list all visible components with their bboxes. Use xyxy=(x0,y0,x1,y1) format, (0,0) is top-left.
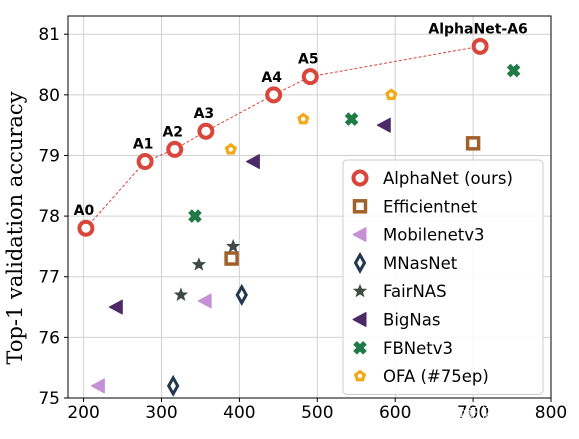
y-tick-label: 75 xyxy=(38,389,60,409)
legend-item: FBNetv3 xyxy=(353,339,453,358)
point-label: A3 xyxy=(194,106,215,122)
legend-marker xyxy=(353,369,367,382)
x-axis-ticks: 200 300 400 500 600 700 800 xyxy=(67,398,567,423)
legend-label: Efficientnet xyxy=(383,197,478,216)
legend-item: MNasNet xyxy=(353,251,458,274)
alphanet-ours-point xyxy=(471,37,489,55)
y-axis-ticks: 75 76 77 78 79 80 81 xyxy=(38,25,68,409)
legend-item: FairNAS xyxy=(352,282,447,301)
legend-label: FairNAS xyxy=(383,282,447,301)
alphanet-ours-point xyxy=(136,153,154,171)
y-tick-label: 78 xyxy=(38,207,60,227)
legend-marker xyxy=(352,227,367,243)
x-tick-label: 800 xyxy=(535,403,567,423)
fbnetv3-point xyxy=(506,63,521,78)
bignas-point xyxy=(245,154,260,170)
point-label: AlphaNet-A6 xyxy=(428,21,527,37)
alphanet-ours-point xyxy=(166,140,184,158)
legend-item: Efficientnet xyxy=(352,197,478,216)
y-tick-label: 79 xyxy=(38,146,60,166)
mnasnet-point xyxy=(166,374,180,397)
legend-item: OFA (#75ep) xyxy=(353,367,489,386)
legend-label: AlphaNet (ours) xyxy=(383,169,513,188)
legend-label: Mobilenetv3 xyxy=(383,226,484,245)
legend-marker xyxy=(352,312,367,327)
legend-marker xyxy=(351,169,369,187)
x-tick-label: 500 xyxy=(301,403,333,423)
watermark: 知乎 @记忆的轮 xyxy=(420,405,522,422)
legend-label: BigNas xyxy=(383,311,440,330)
fbnetv3-point xyxy=(344,112,359,126)
legend-item: BigNas xyxy=(352,311,440,330)
x-tick-label: 700 xyxy=(457,403,489,423)
legend-item: Mobilenetv3 xyxy=(352,226,484,245)
fairnas-point xyxy=(173,287,189,301)
x-tick-label: 200 xyxy=(67,403,99,423)
y-axis-label: Top-1 validation accuracy xyxy=(3,91,27,364)
fairnas-point xyxy=(226,238,241,253)
point-label: A2 xyxy=(162,124,183,140)
y-tick-label: 76 xyxy=(38,328,60,348)
mnasnet-point xyxy=(235,283,248,306)
x-tick-label: 300 xyxy=(145,403,177,423)
plot-frame xyxy=(67,15,552,399)
mobilenetv3-point xyxy=(90,378,105,394)
legend-box xyxy=(342,159,544,395)
y-tick-label: 80 xyxy=(38,86,60,106)
point-annotations: A0 A1 A2 A3 A4 A5 AlphaNet-A6 xyxy=(74,21,528,219)
x-tick-label: 400 xyxy=(223,403,255,423)
bignas-point xyxy=(108,299,123,315)
efficientnet-point xyxy=(224,251,239,266)
legend-marker xyxy=(352,283,368,298)
legend-label: MNasNet xyxy=(383,254,458,273)
alphanet-ours-point xyxy=(301,68,319,86)
y-tick-label: 81 xyxy=(38,25,60,45)
legend: AlphaNet (ours) Efficientnet Mobilenetv3 MN… xyxy=(342,159,544,395)
alphanet-ours-point xyxy=(265,86,283,104)
mobilenetv3-point xyxy=(197,293,212,309)
legend-label: FBNetv3 xyxy=(383,339,453,358)
y-tick-label: 77 xyxy=(38,268,60,288)
data-marks xyxy=(77,37,521,397)
point-label: A4 xyxy=(261,70,282,86)
legend-label: OFA (#75ep) xyxy=(383,367,489,386)
ofa-75ep-point xyxy=(224,142,237,155)
fairnas-point xyxy=(191,257,207,271)
legend-marker xyxy=(353,251,367,274)
x-tick-label: 600 xyxy=(379,403,411,423)
ofa-75ep-point xyxy=(297,112,310,125)
fbnetv3-point xyxy=(188,209,202,223)
point-label: A5 xyxy=(298,52,319,68)
point-label: A1 xyxy=(133,137,154,153)
alphanet-ours-point xyxy=(77,219,95,237)
legend-item: AlphaNet (ours) xyxy=(351,169,513,188)
bignas-point xyxy=(376,117,391,133)
legend-marker xyxy=(353,341,367,355)
efficientnet-point xyxy=(465,136,481,151)
alphanet-ours-point xyxy=(197,122,215,140)
ofa-75ep-point xyxy=(385,88,398,101)
point-label: A0 xyxy=(74,203,95,219)
legend-marker xyxy=(352,199,368,214)
